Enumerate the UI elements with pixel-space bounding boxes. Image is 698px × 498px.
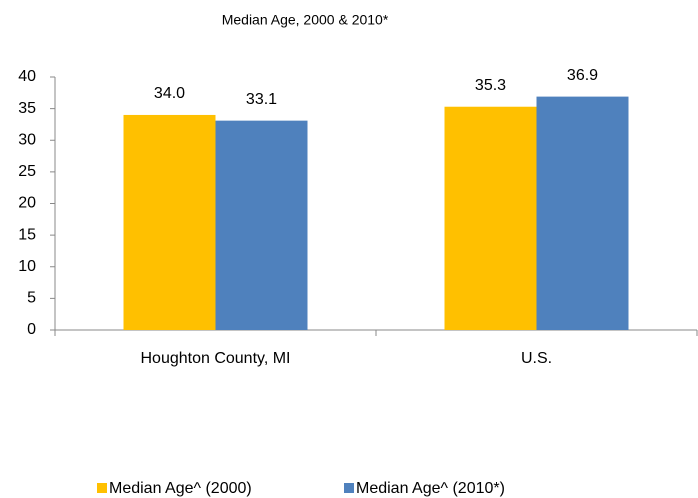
legend-swatch bbox=[344, 483, 354, 493]
data-label: 36.9 bbox=[567, 67, 598, 84]
chart-title: Median Age, 2000 & 2010* bbox=[222, 12, 389, 28]
y-tick-label: 35 bbox=[18, 100, 36, 117]
bar bbox=[536, 96, 629, 330]
legend-label: Median Age^ (2000) bbox=[109, 480, 252, 497]
legend-label: Median Age^ (2010*) bbox=[356, 480, 505, 497]
x-tick-label: Houghton County, MI bbox=[140, 350, 290, 367]
y-tick-label: 20 bbox=[18, 195, 36, 212]
bar bbox=[215, 120, 308, 330]
data-label: 33.1 bbox=[246, 91, 277, 108]
y-tick-label: 0 bbox=[27, 321, 36, 338]
legend-swatch bbox=[97, 483, 107, 493]
bar bbox=[123, 114, 216, 330]
y-tick-label: 40 bbox=[18, 68, 36, 85]
y-tick-label: 5 bbox=[27, 290, 36, 307]
y-tick-label: 10 bbox=[18, 258, 36, 275]
x-tick-label: U.S. bbox=[521, 350, 552, 367]
y-tick-label: 30 bbox=[18, 131, 36, 148]
bar bbox=[444, 106, 537, 330]
data-label: 35.3 bbox=[475, 77, 506, 94]
y-tick-label: 15 bbox=[18, 226, 36, 243]
y-tick-label: 25 bbox=[18, 163, 36, 180]
data-label: 34.0 bbox=[154, 85, 185, 102]
